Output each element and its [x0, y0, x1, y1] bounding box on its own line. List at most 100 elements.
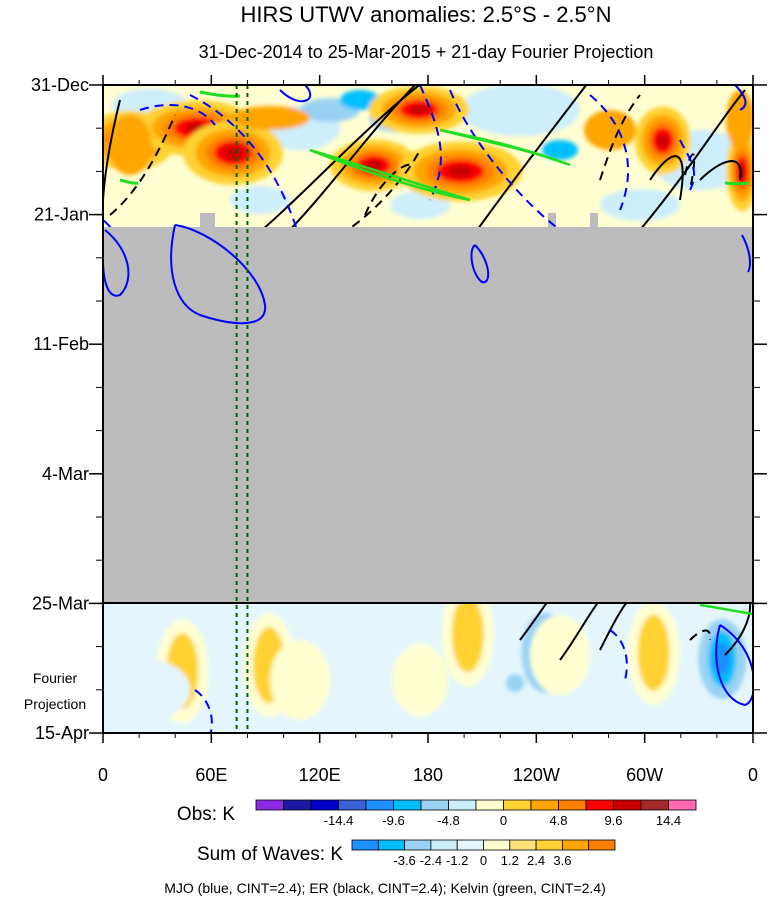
colorbar-swatch: [420, 799, 449, 811]
projection-positive-patch: [110, 660, 190, 720]
colorbar-tick-label: 2.4: [527, 853, 545, 868]
projection-positive-patch: [530, 615, 590, 695]
mjo-contour: [419, 85, 442, 201]
x-tick-label: 120E: [299, 765, 341, 785]
positive-anomaly-patch: [448, 165, 473, 178]
positive-anomaly-patch: [108, 115, 152, 175]
mjo-contour: [734, 85, 747, 111]
colorbar-tick-label: -1.2: [446, 853, 468, 868]
colorbar-swatch: [503, 799, 532, 811]
mjo-contour: [170, 224, 267, 325]
projection-positive-patch: [392, 644, 448, 716]
colorbar-tick-label: -2.4: [420, 853, 442, 868]
er-contour: [599, 94, 641, 181]
kelvin-contour: [724, 181, 749, 186]
colorbar-swatch: [475, 799, 504, 811]
mjo-contour: [741, 234, 751, 273]
fourier-label-line2: Projection: [24, 696, 86, 712]
colorbar-tick-label: 4.8: [549, 813, 567, 828]
colorbar-tick-label: -4.8: [437, 813, 459, 828]
colorbar-swatch: [668, 799, 697, 811]
er-contour: [478, 85, 588, 227]
colorbar-tick-label: 9.6: [604, 813, 622, 828]
colorbar-swatch: [456, 839, 484, 851]
er-contour: [291, 85, 417, 227]
colorbar-swatch: [365, 799, 394, 811]
y-tick-label: 4-Mar: [42, 464, 89, 484]
chart-title: HIRS UTWV anomalies: 2.5°S - 2.5°N: [241, 2, 612, 27]
mjo-contour: [449, 89, 558, 227]
colorbar-swatch: [283, 799, 312, 811]
colorbar-swatch: [558, 799, 587, 811]
colorbar-swatch: [448, 799, 477, 811]
er-contour: [724, 603, 752, 656]
er-contour: [649, 155, 684, 201]
mjo-contour: [715, 624, 753, 707]
colorbar-swatch: [509, 839, 537, 851]
projection-positive-patch: [451, 603, 484, 673]
positive-anomaly-patch: [223, 146, 243, 160]
y-tick-label: 15-Apr: [35, 723, 89, 743]
y-tick-label: 31-Dec: [31, 75, 89, 95]
er-contour: [684, 153, 696, 191]
colorbar-swatch: [310, 799, 339, 811]
positive-anomaly-patch: [584, 110, 636, 150]
colorbar-swatch: [530, 799, 559, 811]
y-tick-label: 21-Jan: [34, 205, 89, 225]
colorbar-swatch: [430, 839, 458, 851]
waves-colorbar-label: Sum of Waves: K: [197, 844, 343, 865]
mjo-contour: [679, 139, 696, 191]
er-contour: [263, 85, 422, 227]
missing-notch: [200, 213, 215, 227]
colorbar-swatch: [585, 799, 614, 811]
colorbar-swatch: [377, 839, 405, 851]
missing-notch: [548, 213, 556, 227]
positive-anomaly-patch: [657, 133, 669, 148]
missing-data-region: [103, 227, 753, 603]
colorbar-tick-label: 0: [480, 853, 487, 868]
colorbar-swatch: [562, 839, 590, 851]
colorbar-swatch: [483, 839, 511, 851]
colorbar-swatch: [351, 839, 379, 851]
colorbar-swatch: [393, 799, 422, 811]
mjo-contour: [103, 219, 112, 227]
projection-negative-patch: [714, 642, 731, 675]
negative-anomaly-patch: [542, 140, 578, 160]
er-contour: [699, 160, 742, 181]
colorbar-swatch: [613, 799, 642, 811]
colorbar-tick-label: 0: [500, 813, 507, 828]
colorbar-tick-label: 3.6: [553, 853, 571, 868]
projection-anomaly-field: [103, 603, 753, 733]
er-contour: [689, 629, 712, 641]
obs-colorbar: -14.4 -9.6 -4.8 0 4.8 9.6 14.4: [255, 799, 697, 828]
colorbar-swatch: [338, 799, 367, 811]
negative-anomaly-patch: [460, 85, 580, 136]
positive-anomaly-patch: [408, 104, 429, 115]
colorbar-swatch: [588, 839, 616, 851]
y-tick-label: 11-Feb: [33, 334, 89, 354]
y-tick-label: 25-Mar: [32, 593, 89, 613]
obs-colorbar-label: Obs: K: [177, 804, 235, 825]
x-tick-label: 60E: [195, 765, 227, 785]
colorbar-swatch: [404, 839, 432, 851]
mjo-contour: [279, 85, 312, 103]
mjo-contour: [102, 229, 130, 297]
x-tick-label: 0: [98, 765, 108, 785]
colorbar-swatch: [535, 839, 563, 851]
colorbar-tick-label: -9.6: [382, 813, 404, 828]
chart-subtitle: 31-Dec-2014 to 25-Mar-2015 + 21-day Four…: [199, 42, 654, 62]
fourier-label-line1: Fourier: [33, 670, 78, 686]
positive-anomaly-patch: [230, 106, 310, 130]
kelvin-contour: [439, 128, 571, 167]
mjo-contour: [609, 629, 628, 681]
colorbar-tick-label: 14.4: [656, 813, 681, 828]
mjo-contour: [470, 244, 490, 284]
waves-colorbar: -3.6 -2.4 -1.2 0 1.2 2.4 3.6: [351, 839, 616, 868]
mjo-contour: [589, 94, 629, 211]
negative-anomaly-patch: [600, 189, 680, 221]
x-tick-label: 0: [748, 765, 758, 785]
colorbar-swatch: [640, 799, 669, 811]
mjo-contour: [189, 94, 297, 227]
kelvin-contour: [699, 603, 753, 616]
